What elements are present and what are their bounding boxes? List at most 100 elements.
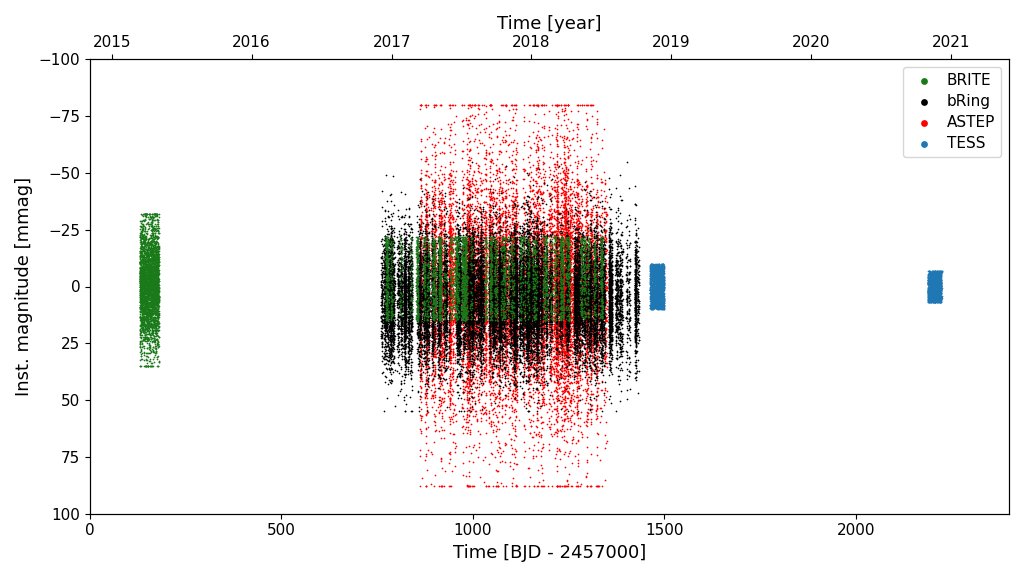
bRing xyxy=(400,244,417,253)
bRing xyxy=(438,248,455,257)
ASTEP xyxy=(467,201,483,210)
ASTEP xyxy=(550,196,566,205)
TESS xyxy=(647,264,664,273)
BRITE xyxy=(148,256,165,265)
ASTEP xyxy=(441,282,458,291)
Point xyxy=(380,279,396,288)
bRing xyxy=(614,254,631,263)
ASTEP xyxy=(475,280,492,289)
bRing xyxy=(595,251,611,260)
ASTEP xyxy=(481,324,498,334)
bRing xyxy=(484,294,501,304)
ASTEP xyxy=(505,301,521,310)
bRing xyxy=(413,286,429,295)
Point xyxy=(525,294,542,304)
ASTEP xyxy=(589,366,605,375)
ASTEP xyxy=(504,317,520,326)
bRing xyxy=(411,298,427,307)
ASTEP xyxy=(525,186,542,195)
bRing xyxy=(438,298,455,308)
BRITE xyxy=(139,333,156,342)
BRITE xyxy=(144,253,161,263)
Point xyxy=(483,258,500,267)
bRing xyxy=(518,403,535,413)
bRing xyxy=(385,267,401,276)
bRing xyxy=(438,301,455,310)
bRing xyxy=(418,266,434,275)
bRing xyxy=(437,301,454,310)
bRing xyxy=(523,280,540,290)
ASTEP xyxy=(418,332,434,341)
bRing xyxy=(514,290,530,299)
bRing xyxy=(450,290,466,299)
ASTEP xyxy=(579,293,595,302)
bRing xyxy=(432,312,449,321)
BRITE xyxy=(135,265,152,275)
ASTEP xyxy=(563,272,580,282)
Point xyxy=(513,265,529,275)
ASTEP xyxy=(460,248,476,257)
bRing xyxy=(383,297,399,306)
bRing xyxy=(603,342,620,351)
ASTEP xyxy=(516,301,532,310)
ASTEP xyxy=(484,405,501,414)
bRing xyxy=(399,343,416,352)
ASTEP xyxy=(584,187,600,196)
bRing xyxy=(524,266,541,275)
bRing xyxy=(612,310,629,320)
bRing xyxy=(583,319,599,328)
bRing xyxy=(402,347,419,356)
ASTEP xyxy=(432,299,449,309)
ASTEP xyxy=(485,238,502,247)
bRing xyxy=(377,277,393,286)
bRing xyxy=(593,270,609,279)
bRing xyxy=(481,312,498,321)
bRing xyxy=(516,316,532,325)
ASTEP xyxy=(557,234,573,243)
ASTEP xyxy=(503,435,519,444)
bRing xyxy=(453,273,469,283)
bRing xyxy=(379,249,395,258)
bRing xyxy=(392,286,409,295)
BRITE xyxy=(136,286,153,295)
bRing xyxy=(609,284,626,294)
BRITE xyxy=(134,319,151,328)
bRing xyxy=(403,275,420,284)
ASTEP xyxy=(541,324,557,334)
Point xyxy=(378,308,394,317)
Point xyxy=(920,286,936,295)
BRITE xyxy=(142,279,159,288)
bRing xyxy=(513,270,529,279)
bRing xyxy=(492,288,508,297)
ASTEP xyxy=(579,236,595,245)
bRing xyxy=(554,295,570,305)
bRing xyxy=(383,267,399,276)
bRing xyxy=(466,264,482,273)
bRing xyxy=(542,301,558,310)
ASTEP xyxy=(549,304,565,313)
ASTEP xyxy=(419,403,435,412)
ASTEP xyxy=(561,268,578,278)
bRing xyxy=(465,298,481,307)
Point xyxy=(527,269,544,279)
ASTEP xyxy=(580,409,596,418)
Point xyxy=(437,276,454,286)
ASTEP xyxy=(531,226,548,235)
bRing xyxy=(577,317,593,327)
TESS xyxy=(648,270,665,279)
ASTEP xyxy=(571,375,588,384)
bRing xyxy=(464,240,480,249)
bRing xyxy=(586,294,602,304)
bRing xyxy=(392,278,409,287)
bRing xyxy=(402,290,419,299)
bRing xyxy=(473,366,489,376)
ASTEP xyxy=(459,314,475,323)
bRing xyxy=(506,312,522,321)
bRing xyxy=(519,294,536,304)
ASTEP xyxy=(498,290,514,299)
ASTEP xyxy=(588,369,604,379)
bRing xyxy=(596,237,612,246)
ASTEP xyxy=(432,263,449,272)
bRing xyxy=(425,323,441,332)
bRing xyxy=(520,264,537,273)
